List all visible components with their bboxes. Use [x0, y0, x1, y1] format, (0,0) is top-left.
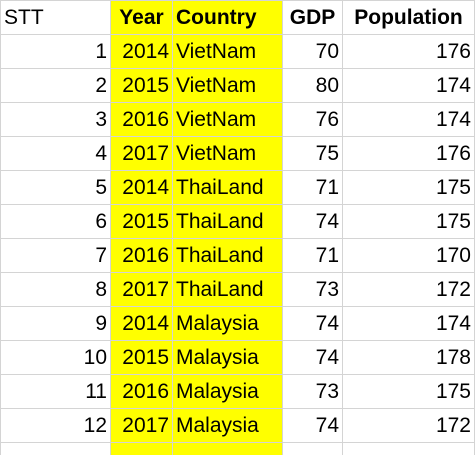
- cell-stt[interactable]: 11: [0, 374, 111, 409]
- cell-population[interactable]: 178: [342, 340, 475, 375]
- cell-year[interactable]: 2016: [110, 102, 173, 137]
- header-cell-year[interactable]: Year: [110, 0, 173, 35]
- empty-cell[interactable]: [342, 442, 475, 455]
- empty-row: [0, 442, 475, 455]
- cell-population[interactable]: 176: [342, 34, 475, 69]
- cell-population[interactable]: 170: [342, 238, 475, 273]
- cell-population[interactable]: 175: [342, 170, 475, 205]
- cell-stt[interactable]: 5: [0, 170, 111, 205]
- cell-population[interactable]: 172: [342, 408, 475, 443]
- cell-country[interactable]: Malaysia: [172, 374, 283, 409]
- table-row: 9 2014 Malaysia 74 174: [0, 306, 475, 341]
- header-cell-population[interactable]: Population: [342, 0, 475, 35]
- cell-stt[interactable]: 7: [0, 238, 111, 273]
- cell-stt[interactable]: 3: [0, 102, 111, 137]
- cell-country[interactable]: VietNam: [172, 102, 283, 137]
- cell-country[interactable]: ThaiLand: [172, 272, 283, 307]
- cell-year[interactable]: 2015: [110, 68, 173, 103]
- table-row: 1 2014 VietNam 70 176: [0, 34, 475, 69]
- header-row: STT Year Country GDP Population: [0, 0, 475, 35]
- cell-year[interactable]: 2015: [110, 204, 173, 239]
- cell-gdp[interactable]: 73: [282, 272, 343, 307]
- header-cell-stt[interactable]: STT: [0, 0, 111, 35]
- table-row: 7 2016 ThaiLand 71 170: [0, 238, 475, 273]
- cell-year[interactable]: 2014: [110, 34, 173, 69]
- header-cell-country[interactable]: Country: [172, 0, 283, 35]
- cell-year[interactable]: 2017: [110, 408, 173, 443]
- table-row: 8 2017 ThaiLand 73 172: [0, 272, 475, 307]
- table-row: 4 2017 VietNam 75 176: [0, 136, 475, 171]
- cell-country[interactable]: VietNam: [172, 68, 283, 103]
- cell-country[interactable]: VietNam: [172, 34, 283, 69]
- cell-year[interactable]: 2016: [110, 238, 173, 273]
- cell-population[interactable]: 172: [342, 272, 475, 307]
- table-row: 6 2015 ThaiLand 74 175: [0, 204, 475, 239]
- cell-population[interactable]: 174: [342, 102, 475, 137]
- cell-year[interactable]: 2017: [110, 136, 173, 171]
- cell-gdp[interactable]: 75: [282, 136, 343, 171]
- empty-cell[interactable]: [110, 442, 173, 455]
- empty-cell[interactable]: [282, 442, 343, 455]
- empty-cell[interactable]: [172, 442, 283, 455]
- cell-population[interactable]: 175: [342, 204, 475, 239]
- cell-stt[interactable]: 4: [0, 136, 111, 171]
- cell-stt[interactable]: 12: [0, 408, 111, 443]
- cell-stt[interactable]: 6: [0, 204, 111, 239]
- table-row: 11 2016 Malaysia 73 175: [0, 374, 475, 409]
- cell-stt[interactable]: 10: [0, 340, 111, 375]
- cell-gdp[interactable]: 74: [282, 340, 343, 375]
- table-row: 2 2015 VietNam 80 174: [0, 68, 475, 103]
- cell-year[interactable]: 2014: [110, 170, 173, 205]
- cell-stt[interactable]: 8: [0, 272, 111, 307]
- cell-population[interactable]: 174: [342, 306, 475, 341]
- cell-gdp[interactable]: 71: [282, 170, 343, 205]
- cell-stt[interactable]: 2: [0, 68, 111, 103]
- cell-country[interactable]: ThaiLand: [172, 204, 283, 239]
- table-row: 12 2017 Malaysia 74 172: [0, 408, 475, 443]
- cell-stt[interactable]: 1: [0, 34, 111, 69]
- cell-gdp[interactable]: 74: [282, 408, 343, 443]
- cell-stt[interactable]: 9: [0, 306, 111, 341]
- cell-gdp[interactable]: 70: [282, 34, 343, 69]
- cell-gdp[interactable]: 76: [282, 102, 343, 137]
- cell-gdp[interactable]: 74: [282, 306, 343, 341]
- cell-country[interactable]: Malaysia: [172, 340, 283, 375]
- cell-year[interactable]: 2015: [110, 340, 173, 375]
- cell-country[interactable]: VietNam: [172, 136, 283, 171]
- cell-country[interactable]: Malaysia: [172, 306, 283, 341]
- cell-year[interactable]: 2017: [110, 272, 173, 307]
- cell-country[interactable]: Malaysia: [172, 408, 283, 443]
- header-cell-gdp[interactable]: GDP: [282, 0, 343, 35]
- cell-country[interactable]: ThaiLand: [172, 238, 283, 273]
- cell-gdp[interactable]: 73: [282, 374, 343, 409]
- cell-population[interactable]: 176: [342, 136, 475, 171]
- cell-year[interactable]: 2016: [110, 374, 173, 409]
- table-row: 10 2015 Malaysia 74 178: [0, 340, 475, 375]
- empty-cell[interactable]: [0, 442, 111, 455]
- cell-gdp[interactable]: 71: [282, 238, 343, 273]
- table-row: 3 2016 VietNam 76 174: [0, 102, 475, 137]
- cell-gdp[interactable]: 80: [282, 68, 343, 103]
- cell-year[interactable]: 2014: [110, 306, 173, 341]
- table-row: 5 2014 ThaiLand 71 175: [0, 170, 475, 205]
- cell-country[interactable]: ThaiLand: [172, 170, 283, 205]
- cell-population[interactable]: 175: [342, 374, 475, 409]
- cell-gdp[interactable]: 74: [282, 204, 343, 239]
- cell-population[interactable]: 174: [342, 68, 475, 103]
